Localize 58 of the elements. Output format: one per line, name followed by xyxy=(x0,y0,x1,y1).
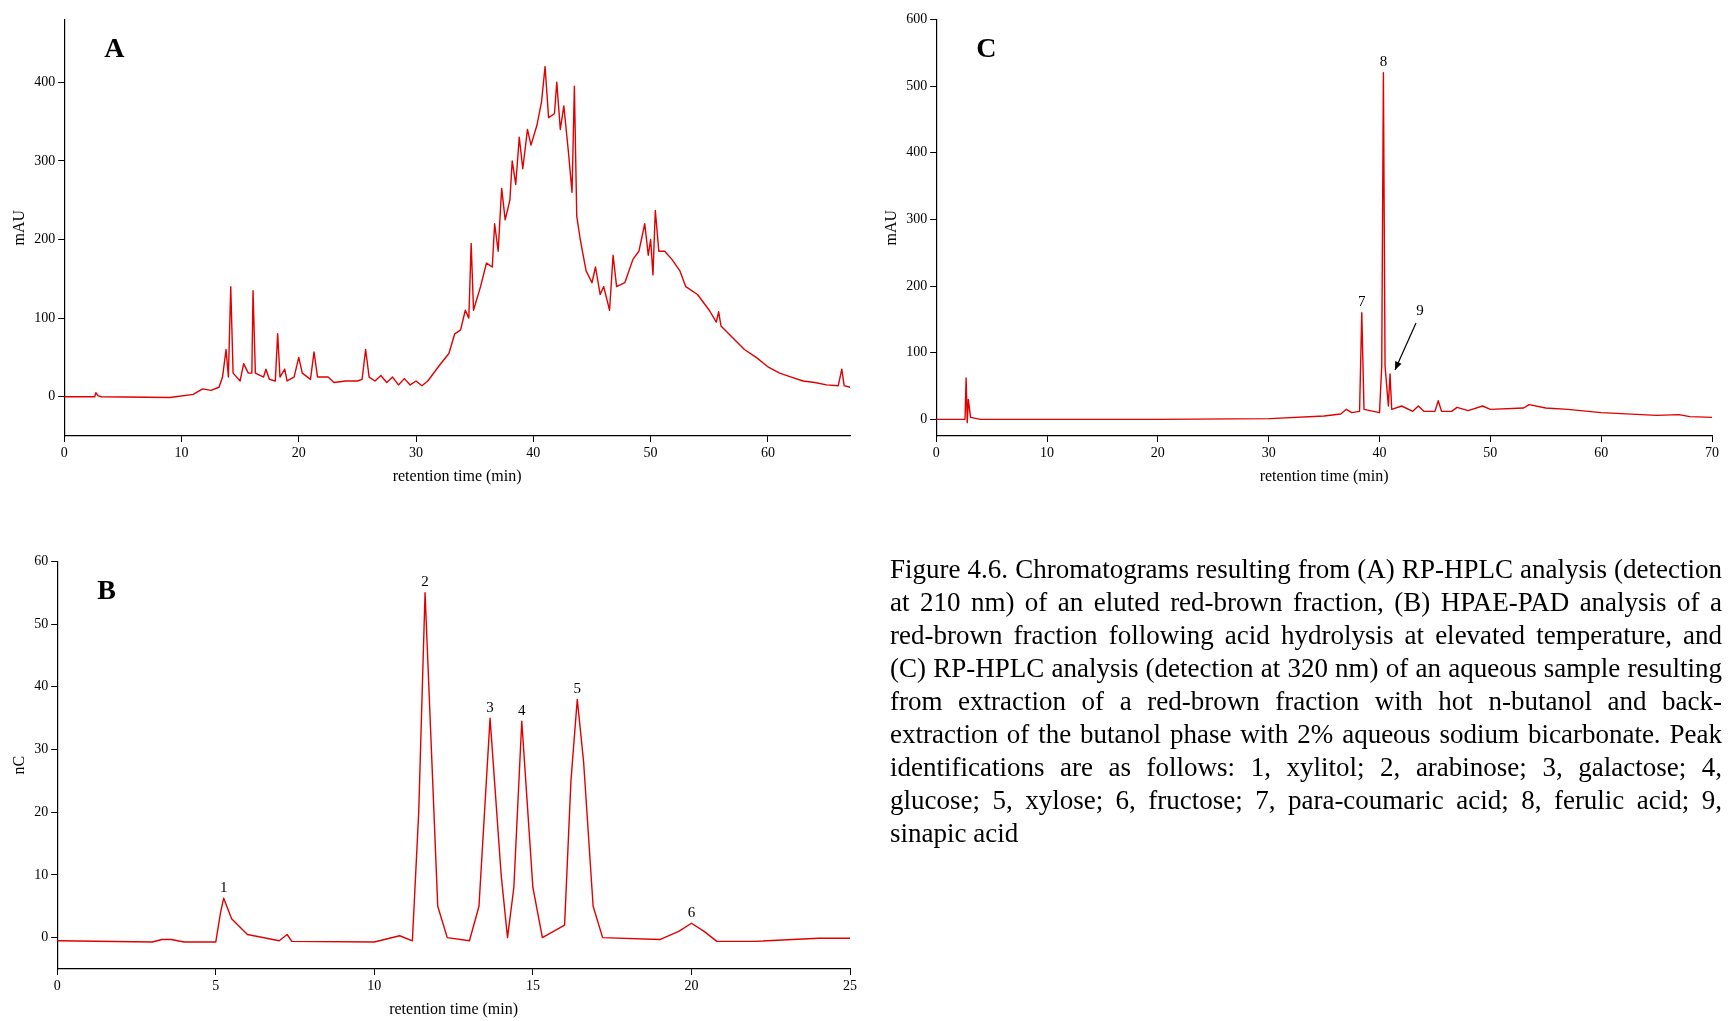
y-tick-label: 300 xyxy=(34,152,56,168)
annotation: 7 xyxy=(1358,293,1367,310)
y-tick-label: 40 xyxy=(34,678,49,694)
annotation: 6 xyxy=(687,903,696,920)
y-tick-label: 600 xyxy=(906,11,928,27)
y-tick-label: 100 xyxy=(906,344,928,360)
x-tick-label: 50 xyxy=(643,445,658,461)
x-tick-label: 60 xyxy=(1594,445,1609,461)
annotation: 3 xyxy=(486,698,494,715)
chart-title: A xyxy=(104,31,126,63)
x-tick-label: 50 xyxy=(1483,445,1498,461)
annotation: 1 xyxy=(219,878,228,895)
x-tick-label: 60 xyxy=(760,445,775,461)
y-tick-label: 0 xyxy=(41,929,49,945)
annotation: 4 xyxy=(518,701,527,718)
y-tick-label: 500 xyxy=(906,77,928,93)
y-tick-label: 10 xyxy=(34,866,49,882)
x-tick-label: 40 xyxy=(526,445,541,461)
y-tick-label: 400 xyxy=(34,73,56,89)
x-tick-label: 10 xyxy=(174,445,189,461)
y-tick-label: 50 xyxy=(34,615,49,631)
annotation: 8 xyxy=(1379,53,1388,70)
annotation: 5 xyxy=(573,679,582,696)
x-tick-label: 20 xyxy=(684,978,699,994)
x-tick-label: 30 xyxy=(409,445,424,461)
annotation: 9 xyxy=(1416,302,1424,319)
text: Figure 4.6. Chromatograms resulting from (A) RP-HPLC analysis (detection at 210 nm) of an eluted red-brown fraction, (B) HPAE-PAD analysis of a red-brown fraction following acid hydrolysis at elevated temperature, and (C) RP-HPLC analysis (detection at 320 nm) of an aqueous sample resulting from extraction of a red-brown fraction with hot n-butanol and back-extraction of the butanol phase with 2% aqueous sodium bicarbonate. Peak identifications are as follows: 1, xylitol; 2, arabinose; 3, galactose; 4, glucose; 5, xylose; 6, fructose; 7, para-coumaric acid; 8, ferulic acid; 9, sinapic acid xyxy=(890,554,1722,848)
y-tick-label: 30 xyxy=(34,741,49,757)
y-tick-label: 60 xyxy=(34,553,49,569)
x-tick-label: 25 xyxy=(843,978,857,994)
x-tick-label: 10 xyxy=(1040,445,1055,461)
x-tick-label: 20 xyxy=(1150,445,1165,461)
x-tick-label: 5 xyxy=(212,978,220,994)
y-tick-label: 400 xyxy=(906,144,928,160)
x-tick-label: 70 xyxy=(1705,445,1719,461)
y-tick-label: 300 xyxy=(906,211,928,227)
x-tick-label: 10 xyxy=(367,978,382,994)
y-tick-label: 0 xyxy=(48,388,56,404)
x-tick-label: 30 xyxy=(1261,445,1276,461)
y-tick-label: 0 xyxy=(920,411,928,427)
y-axis-title: nC xyxy=(9,755,27,775)
y-axis-title: mAU xyxy=(9,209,27,246)
y-tick-label: 20 xyxy=(34,803,49,819)
chart-title: C xyxy=(976,31,997,63)
chart-title: B xyxy=(97,573,116,605)
x-axis-title: retention time (min) xyxy=(1259,466,1389,485)
y-axis-title: mAU xyxy=(881,209,899,246)
x-axis-title: retention time (min) xyxy=(389,999,519,1018)
y-tick-label: 200 xyxy=(906,277,928,293)
y-tick-label: 100 xyxy=(34,309,56,325)
x-tick-label: 0 xyxy=(60,445,68,461)
y-tick-label: 200 xyxy=(34,231,56,247)
x-tick-label: 0 xyxy=(932,445,940,461)
x-axis-title: retention time (min) xyxy=(392,466,522,485)
annotation: 2 xyxy=(421,573,429,590)
x-tick-label: 20 xyxy=(291,445,306,461)
x-tick-label: 40 xyxy=(1372,445,1387,461)
x-tick-label: 15 xyxy=(525,978,540,994)
